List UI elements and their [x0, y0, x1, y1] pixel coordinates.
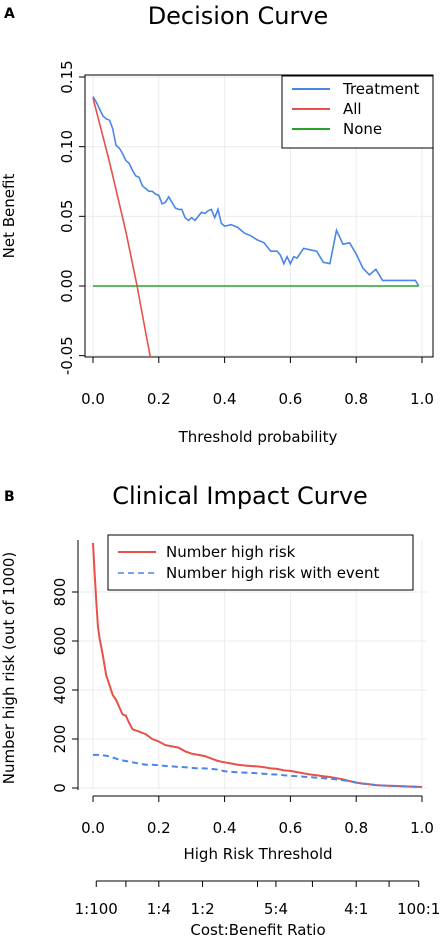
cost-tick-label: 100:1 — [397, 900, 440, 918]
y-tick-label: 0.15 — [58, 60, 76, 93]
panel-letter-a: A — [4, 6, 15, 22]
cost-tick-label: 1:4 — [147, 900, 171, 918]
decision-curve-x-axis: 0.0 0.2 0.4 0.6 0.8 1.0 — [81, 357, 434, 408]
clinical-impact-y-label: Number high risk (out of 1000) — [0, 552, 18, 785]
x-tick-label: 1.0 — [410, 819, 434, 837]
x-tick-label: 0.8 — [344, 390, 368, 408]
decision-curve-panel: A Decision Curve 0.0 0.2 0.4 0.6 0.8 1.0 -0.0… — [0, 2, 434, 446]
cost-tick-label: 1:2 — [190, 900, 214, 918]
y-tick-label: -0.05 — [58, 336, 76, 375]
cost-tick-label: 5:4 — [264, 900, 288, 918]
x-tick-label: 0.4 — [213, 390, 237, 408]
x-tick-label: 0.0 — [81, 390, 105, 408]
decision-curve-y-axis: -0.05 0.00 0.05 0.10 0.15 — [58, 60, 85, 375]
legend-label-treatment: Treatment — [342, 80, 419, 98]
x-tick-label: 0.4 — [213, 819, 237, 837]
clinical-impact-y-axis: 0 200 400 600 800 — [51, 578, 78, 793]
clinical-impact-x-label: High Risk Threshold — [183, 845, 332, 863]
panel-letter-b: B — [4, 489, 15, 505]
cost-benefit-axis: 1:100 1:4 1:2 5:4 4:1 100:1 — [75, 880, 440, 918]
legend-box — [107, 534, 414, 591]
cost-tick-label: 4:1 — [344, 900, 368, 918]
x-tick-label: 0.0 — [81, 819, 105, 837]
clinical-impact-series — [92, 542, 423, 788]
clinical-impact-x-axis: 0.0 0.2 0.4 0.6 0.8 1.0 — [81, 795, 434, 837]
series-line-number-high-risk-with-event — [93, 753, 423, 788]
decision-curve-y-label: Net Benefit — [0, 174, 18, 259]
y-tick-label: 0.10 — [58, 130, 76, 163]
legend-label-all: All — [343, 100, 362, 118]
x-tick-label: 0.2 — [147, 390, 171, 408]
x-tick-label: 0.2 — [147, 819, 171, 837]
decision-curve-title: Decision Curve — [148, 2, 329, 30]
clinical-impact-panel: B Clinical Impact Curve 0.0 0.2 0.4 0.6 0.8 1… — [0, 482, 440, 939]
y-tick-label: 800 — [51, 578, 69, 607]
clinical-impact-legend: Number high risk Number high risk with e… — [107, 534, 414, 591]
y-tick-label: 200 — [51, 725, 69, 754]
decision-curve-series — [92, 96, 420, 357]
series-line-treatment — [92, 96, 420, 287]
legend-label-none: None — [343, 120, 382, 138]
decision-curve-legend: Treatment All None — [281, 75, 434, 149]
decision-curve-x-label: Threshold probability — [178, 428, 338, 446]
cost-tick-label: 1:100 — [75, 900, 118, 918]
y-tick-label: 0.00 — [58, 269, 76, 302]
y-tick-label: 600 — [51, 627, 69, 656]
y-tick-label: 0 — [51, 783, 69, 793]
y-tick-label: 400 — [51, 676, 69, 705]
legend-label-number-high-risk: Number high risk — [166, 543, 296, 561]
series-line-all — [92, 97, 152, 357]
legend-label-number-high-risk-with-event: Number high risk with event — [166, 564, 380, 582]
x-tick-label: 0.8 — [344, 819, 368, 837]
cost-benefit-label: Cost:Benefit Ratio — [190, 921, 325, 939]
x-tick-label: 0.6 — [278, 819, 302, 837]
y-tick-label: 0.05 — [58, 200, 76, 233]
clinical-impact-title: Clinical Impact Curve — [112, 482, 368, 510]
x-tick-label: 1.0 — [410, 390, 434, 408]
x-tick-label: 0.6 — [278, 390, 302, 408]
